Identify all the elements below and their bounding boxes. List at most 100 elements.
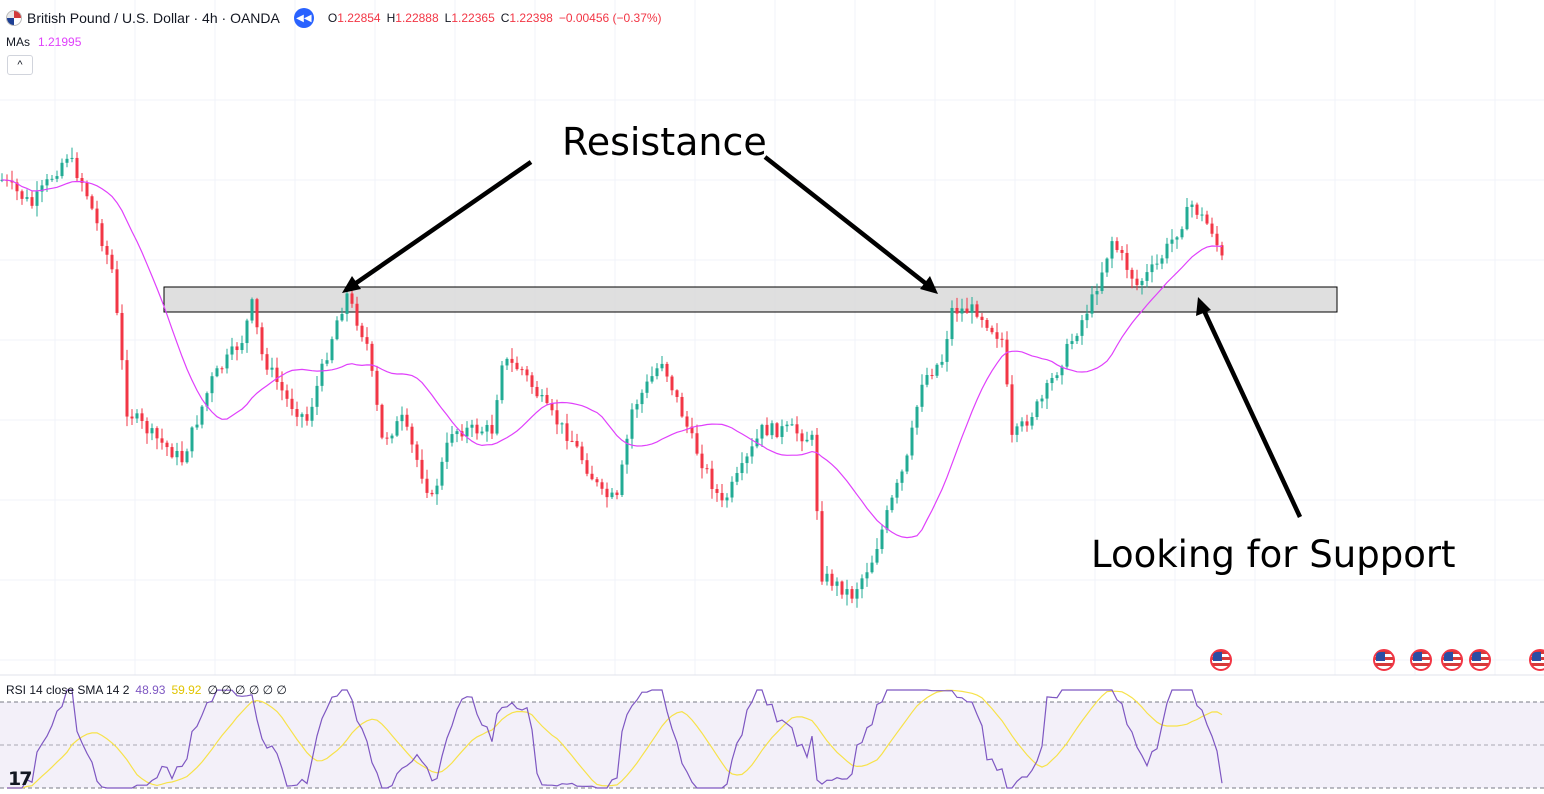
- currency-pair-icon: [6, 10, 22, 26]
- candle-body: [60, 162, 64, 177]
- candle-body: [415, 444, 419, 460]
- candle-body: [1035, 401, 1039, 418]
- candle-body: [615, 492, 619, 496]
- candle-body: [745, 456, 749, 464]
- collapse-legend-button[interactable]: ^: [7, 55, 33, 75]
- candle-body: [630, 409, 634, 439]
- ma-value: 1.21995: [38, 35, 82, 49]
- candle-body: [830, 573, 834, 586]
- candle-body: [1010, 384, 1014, 435]
- ma-row: MAs 1.21995: [6, 35, 81, 49]
- candle-body: [1090, 294, 1094, 314]
- candle-body: [280, 381, 284, 391]
- candle-body: [1175, 237, 1179, 240]
- candle-body: [525, 369, 529, 376]
- candle-body: [1015, 426, 1019, 435]
- candle-body: [335, 320, 339, 340]
- candle-body: [385, 437, 389, 439]
- candle-body: [380, 404, 384, 438]
- candle-body: [370, 343, 374, 371]
- candle-body: [320, 363, 324, 386]
- candle-body: [605, 488, 609, 498]
- candle-body: [955, 307, 959, 314]
- candle-body: [710, 468, 714, 490]
- candle-body: [200, 406, 204, 425]
- candle-body: [940, 361, 944, 365]
- candle-body: [1205, 214, 1209, 224]
- candle-body: [360, 325, 364, 338]
- candle-body: [1140, 280, 1144, 286]
- candle-body: [785, 424, 789, 427]
- candle-body: [1185, 206, 1189, 230]
- candle-body: [670, 376, 674, 391]
- candle-body: [275, 367, 279, 382]
- rsi-label[interactable]: RSI 14 close SMA 14 2: [6, 683, 130, 697]
- us-event-flag-icon[interactable]: [1529, 649, 1544, 671]
- candle-body: [115, 269, 119, 313]
- support-arrow: [1196, 297, 1303, 518]
- replay-icon[interactable]: ◀◀: [293, 8, 314, 28]
- rsi-sma-value: 59.92: [171, 683, 202, 697]
- candle-body: [930, 375, 934, 377]
- candle-body: [455, 431, 459, 435]
- chart-header: British Pound / U.S. Dollar · 4h · OANDA…: [0, 0, 1544, 80]
- us-event-flag-icon[interactable]: [1373, 649, 1395, 671]
- candle-body: [660, 363, 664, 369]
- candle-body: [405, 414, 409, 427]
- candle-body: [30, 197, 34, 206]
- candle-body: [595, 479, 599, 483]
- candle-body: [750, 446, 754, 457]
- candle-body: [285, 390, 289, 399]
- candle-body: [20, 191, 24, 199]
- support-annotation: Looking for Support: [1091, 533, 1456, 576]
- us-event-flag-icon[interactable]: [1410, 649, 1432, 671]
- candle-body: [250, 299, 254, 321]
- candle-body: [920, 384, 924, 407]
- symbol-row: British Pound / U.S. Dollar · 4h · OANDA…: [6, 8, 668, 28]
- candle-body: [120, 312, 124, 361]
- candle-body: [1050, 377, 1054, 384]
- candle-body: [980, 316, 984, 321]
- us-event-flag-icon[interactable]: [1469, 649, 1491, 671]
- candle-body: [390, 435, 394, 439]
- candle-body: [925, 375, 929, 385]
- candle-body: [310, 406, 314, 421]
- tradingview-logo[interactable]: 17: [8, 768, 32, 790]
- candle-body: [55, 176, 59, 179]
- candle-body: [1200, 214, 1204, 216]
- candle-body: [1105, 258, 1109, 273]
- ohlc-high: H1.22888: [386, 11, 439, 25]
- candle-body: [1170, 239, 1174, 244]
- candle-body: [880, 529, 884, 550]
- candle-body: [825, 573, 829, 582]
- candle-body: [475, 424, 479, 434]
- candle-body: [145, 421, 149, 434]
- candle-body: [760, 424, 764, 439]
- candle-body: [905, 455, 909, 472]
- candle-body: [350, 293, 354, 304]
- candle-body: [1040, 398, 1044, 402]
- candle-body: [675, 390, 679, 397]
- candle-body: [445, 442, 449, 462]
- symbol-title[interactable]: British Pound / U.S. Dollar · 4h · OANDA: [27, 10, 280, 26]
- ma-label[interactable]: MAs: [6, 35, 30, 49]
- candle-body: [900, 471, 904, 483]
- candle-body: [425, 478, 429, 493]
- candle-body: [210, 376, 214, 394]
- candle-body: [1055, 375, 1059, 378]
- candle-body: [640, 392, 644, 405]
- candle-body: [1125, 252, 1129, 270]
- rsi-value: 48.93: [135, 683, 166, 697]
- candle-body: [230, 346, 234, 355]
- candle-body: [1005, 339, 1009, 385]
- candle-body: [620, 464, 624, 496]
- candle-body: [170, 447, 174, 458]
- candle-body: [175, 450, 179, 458]
- candle-body: [850, 589, 854, 599]
- candle-body: [1100, 272, 1104, 292]
- candle-body: [810, 434, 814, 440]
- us-event-flag-icon[interactable]: [1441, 649, 1463, 671]
- candle-body: [340, 313, 344, 321]
- uk-event-flag-icon[interactable]: [1210, 649, 1232, 671]
